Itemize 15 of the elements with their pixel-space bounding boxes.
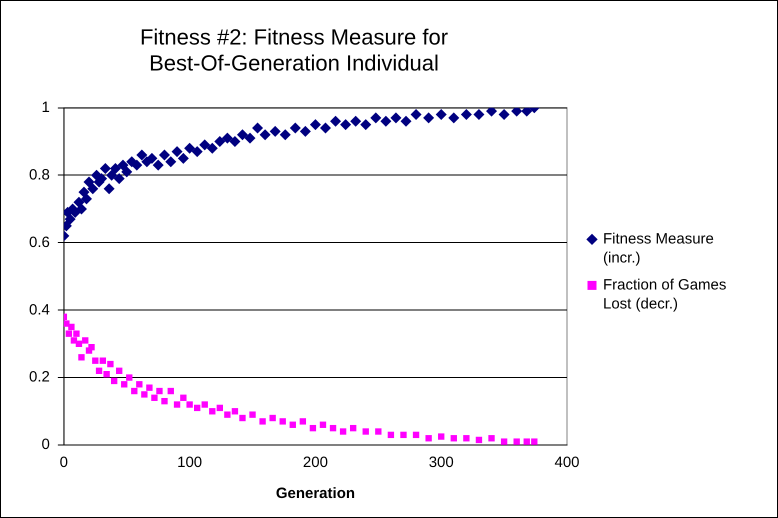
x-tick-label: 200	[302, 454, 328, 472]
y-tick-label: 0.2	[28, 368, 50, 386]
x-tick-label: 100	[177, 454, 202, 472]
x-tick-label: 300	[428, 454, 454, 472]
legend-label: Fraction of Games Lost (decr.)	[603, 276, 726, 313]
x-axis-title: Generation	[276, 485, 356, 502]
y-tick-label: 0.8	[28, 166, 50, 184]
y-tick-label: 0.4	[28, 301, 50, 318]
x-tick-label: 0	[60, 454, 68, 472]
chart-title: Fitness #2: Fitness Measure for Best-Of-Generation Individual	[140, 24, 448, 76]
y-tick-label: 0.6	[28, 234, 50, 251]
y-tick-label: 0	[42, 436, 50, 454]
legend-label: Fitness Measure (incr.)	[603, 230, 714, 267]
x-tick-label: 400	[554, 454, 580, 472]
y-tick-label: 1	[42, 98, 50, 116]
